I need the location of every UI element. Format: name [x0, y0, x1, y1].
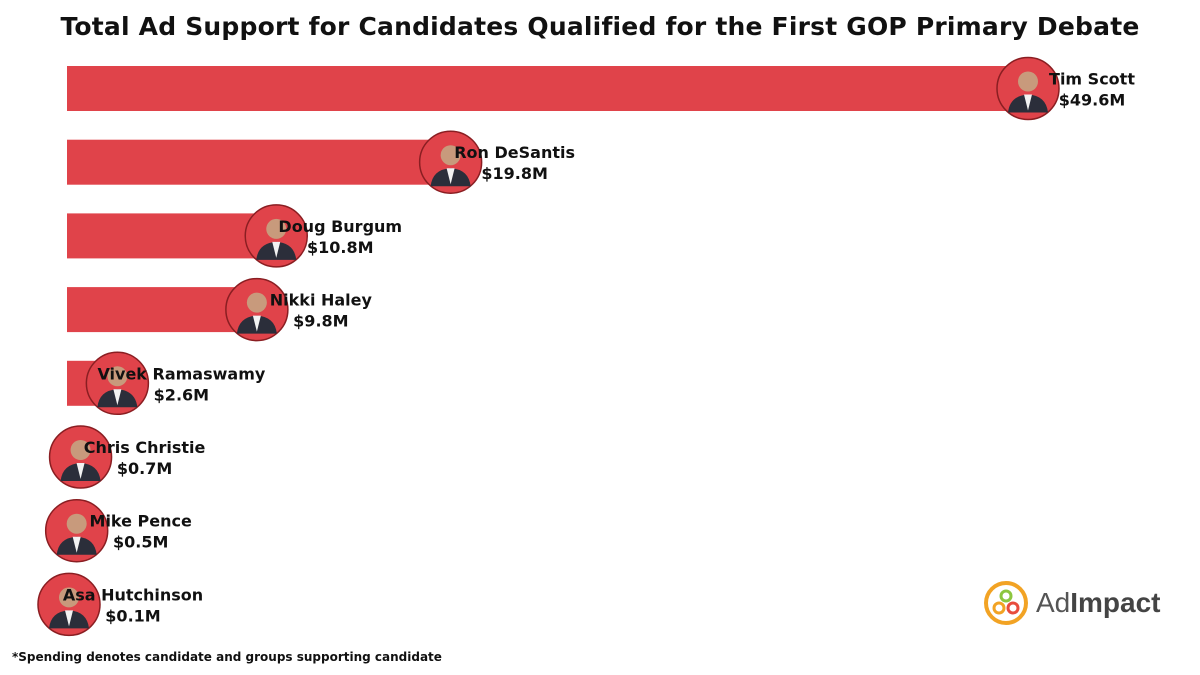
bar-ron-desantis	[67, 139, 451, 185]
adimpact-logo-text: AdImpact	[1036, 587, 1161, 619]
label-asa-hutchinson: Asa Hutchinson	[63, 585, 203, 604]
avatar-nikki-haley	[225, 277, 289, 342]
label-mike-pence: Mike Pence	[90, 512, 192, 531]
avatar-mike-pence	[44, 498, 109, 563]
value-label-chris-christie: $0.7M	[117, 459, 172, 478]
avatar-ron-desantis	[418, 130, 483, 194]
chart-title: Total Ad Support for Candidates Qualifie…	[60, 12, 1140, 41]
bar-doug-burgum	[67, 213, 277, 259]
logo-bold: Impact	[1070, 587, 1161, 618]
value-label-tim-scott: $49.6M	[1059, 91, 1126, 110]
adimpact-logo-icon	[984, 581, 1028, 625]
label-doug-burgum: Doug Burgum	[278, 217, 402, 236]
value-label-mike-pence: $0.5M	[113, 533, 168, 552]
value-label-asa-hutchinson: $0.1M	[105, 606, 160, 625]
avatar-chris-christie	[48, 425, 113, 489]
value-label-ron-desantis: $19.8M	[481, 164, 548, 183]
avatar-doug-burgum	[244, 204, 308, 268]
avatar-vivek-ramaswamy	[85, 351, 150, 416]
bar-tim-scott	[67, 66, 1028, 111]
value-label-nikki-haley: $9.8M	[293, 312, 348, 331]
label-chris-christie: Chris Christie	[84, 438, 206, 457]
label-vivek-ramaswamy: Vivek Ramaswamy	[97, 364, 265, 383]
label-nikki-haley: Nikki Haley	[270, 291, 373, 310]
adimpact-logo: AdImpact	[984, 578, 1184, 628]
logo-prefix: Ad	[1036, 587, 1071, 618]
value-label-doug-burgum: $10.8M	[307, 238, 374, 257]
avatar-asa-hutchinson	[37, 572, 101, 637]
label-ron-desantis: Ron DeSantis	[454, 143, 575, 162]
avatar-tim-scott	[996, 56, 1060, 121]
label-tim-scott: Tim Scott	[1049, 70, 1135, 89]
value-label-vivek-ramaswamy: $2.6M	[154, 385, 209, 404]
footnote: *Spending denotes candidate and groups s…	[12, 650, 442, 664]
